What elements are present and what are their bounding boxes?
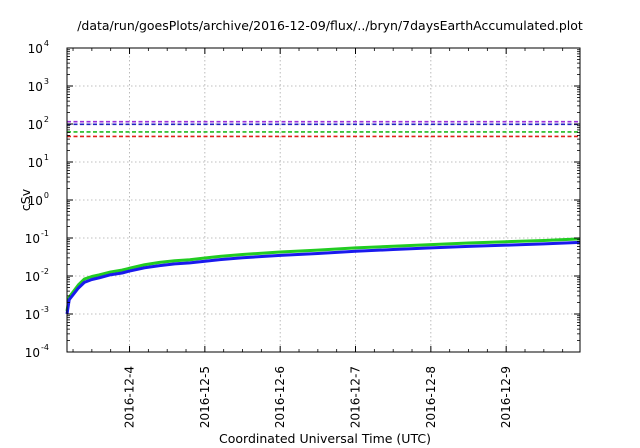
series-lines: [65, 237, 581, 315]
y-tick-exponent: 1: [44, 153, 49, 162]
y-axis-label: cSv: [18, 188, 33, 211]
y-tick-label: 10-3: [25, 305, 49, 322]
y-tick-label: 102: [28, 115, 49, 132]
threshold-lines: [67, 120, 580, 138]
y-tick-label: 10-4: [25, 343, 49, 360]
y-tick-label: 104: [28, 39, 49, 56]
x-axis-label: Coordinated Universal Time (UTC): [219, 431, 431, 446]
y-tick-label: 10-2: [25, 267, 49, 284]
x-tick-label: 2016-12-8: [424, 366, 438, 428]
y-tick-exponent: -3: [41, 305, 49, 314]
x-axis: 2016-12-4 2016-12-5 2016-12-6 2016-12-7 2016…: [72, 48, 564, 428]
grid: [67, 48, 580, 352]
y-tick-exponent: 3: [44, 77, 49, 86]
y-tick-exponent: -4: [41, 343, 49, 352]
y-tick-exponent: -1: [41, 229, 49, 238]
y-tick-label: 101: [28, 153, 49, 170]
y-tick-exponent: 2: [44, 115, 49, 124]
y-tick-exponent: 4: [44, 39, 49, 48]
x-tick-label: 2016-12-6: [273, 366, 287, 428]
series-line: [65, 240, 581, 315]
x-tick-label: 2016-12-4: [123, 366, 137, 428]
x-tick-label: 2016-12-7: [349, 366, 363, 428]
y-tick-label: 103: [28, 77, 49, 94]
x-tick-label: 2016-12-9: [499, 366, 513, 428]
y-tick-label: 10-1: [25, 229, 49, 246]
x-tick-label: 2016-12-5: [198, 366, 212, 428]
chart-title: /data/run/goesPlots/archive/2016-12-09/f…: [77, 18, 583, 33]
series-line: [65, 237, 581, 312]
y-tick-exponent: 0: [44, 191, 49, 200]
y-tick-exponent: -2: [41, 267, 49, 276]
